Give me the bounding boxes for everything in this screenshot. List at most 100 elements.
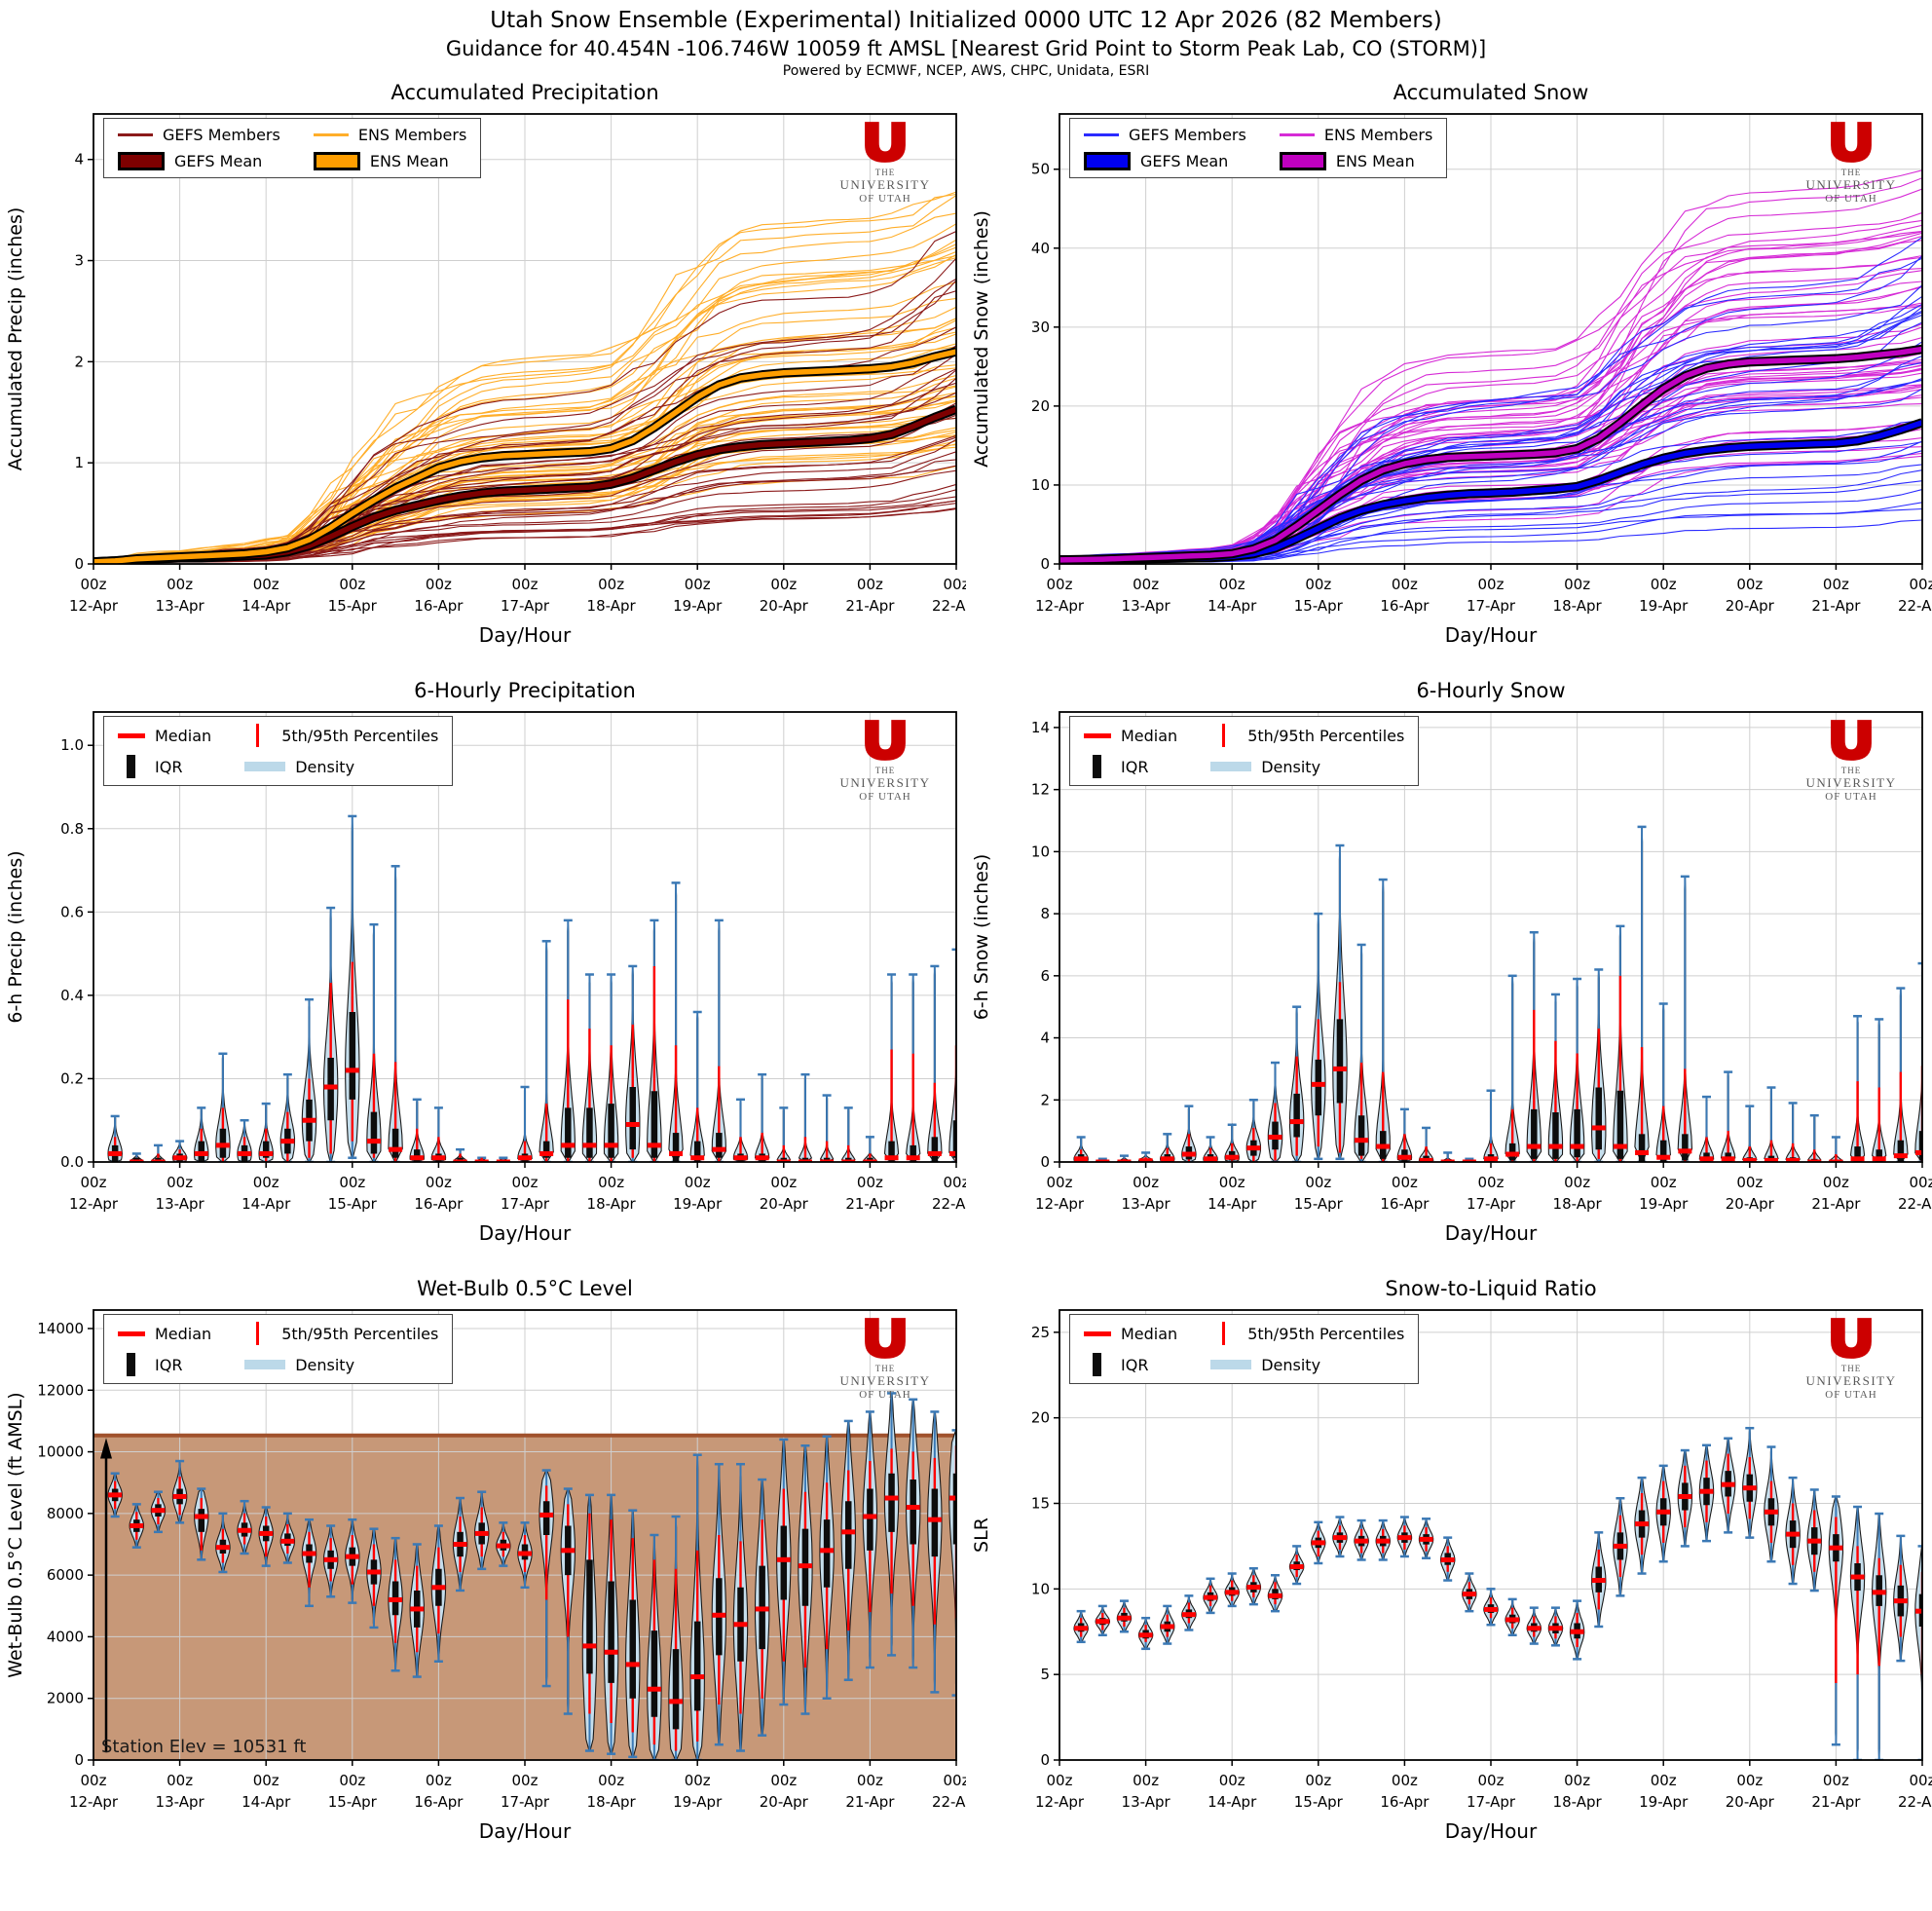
chart-legend: Median 5th/95th Percentiles IQR Density [1069, 1314, 1420, 1384]
x-tick-label-hour: 00z [857, 576, 883, 593]
x-tick-label-hour: 00z [1564, 576, 1590, 593]
x-tick-label-date: 17-Apr [501, 1793, 550, 1811]
legend-item: Median [118, 724, 211, 747]
legend-medianline-swatch-icon [118, 1330, 145, 1336]
y-tick-label: 6 [1040, 967, 1050, 985]
x-tick-label-hour: 00z [944, 576, 966, 593]
x-tick-label-date: 16-Apr [1380, 1195, 1430, 1213]
y-tick-label: 0 [74, 555, 84, 573]
x-tick-label-date: 17-Apr [1467, 1195, 1516, 1213]
x-tick-label-hour: 00z [685, 1772, 711, 1789]
x-tick-label-hour: 00z [1564, 1772, 1590, 1789]
x-tick-label-date: 14-Apr [1208, 1195, 1257, 1213]
legend-item: GEFS Members [1084, 126, 1246, 144]
x-tick-label-date: 13-Apr [156, 1195, 205, 1213]
x-tick-label-date: 14-Apr [242, 1195, 291, 1213]
x-tick-label-date: 18-Apr [587, 1793, 637, 1811]
legend-patch-swatch-icon [118, 152, 165, 170]
legend-item: ENS Members [1279, 126, 1432, 144]
x-tick-label-date: 21-Apr [845, 597, 895, 615]
x-tick-label-date: 19-Apr [1639, 1793, 1689, 1811]
x-tick-label-hour: 00z [1133, 576, 1159, 593]
x-tick-label-date: 18-Apr [1553, 1793, 1603, 1811]
legend-item: GEFS Members [118, 126, 280, 144]
x-tick-label-date: 19-Apr [673, 1793, 723, 1811]
x-tick-label-hour: 00z [1651, 1772, 1677, 1789]
y-tick-label: 6000 [47, 1566, 84, 1584]
ensemble-member-line [93, 507, 956, 564]
legend-label: IQR [155, 1355, 183, 1374]
legend-label: IQR [155, 757, 183, 776]
legend-density-swatch-icon [1210, 1360, 1252, 1369]
x-tick-label-date: 15-Apr [1294, 597, 1344, 615]
x-tick-label-hour: 00z [81, 1772, 107, 1789]
legend-line-swatch-icon [118, 133, 153, 136]
legend-item: 5th/95th Percentiles [244, 1322, 438, 1345]
legend-label: Median [155, 726, 212, 745]
x-tick-label-date: 21-Apr [845, 1793, 895, 1811]
x-tick-label-date: 18-Apr [1553, 1195, 1603, 1213]
x-tick-label-date: 21-Apr [1811, 1793, 1861, 1811]
ensemble-member-line [93, 230, 956, 561]
chart-legend: GEFS Members ENS Members GEFS Mean ENS Mean [103, 118, 482, 178]
x-tick-label-hour: 00z [167, 576, 193, 593]
legend-label: 5th/95th Percentiles [1247, 726, 1405, 745]
panel-6hourly-snow: 6-Hourly Snow 00z 12-Apr 00z 13-Apr 00z 14-Ap… [966, 677, 1932, 1269]
x-tick-label-hour: 00z [598, 1174, 624, 1191]
y-axis-label: Accumulated Precip (inches) [5, 207, 26, 471]
legend-item: ENS Mean [313, 152, 466, 170]
x-tick-label-hour: 00z [1478, 1174, 1505, 1191]
x-tick-label-date: 20-Apr [760, 1195, 809, 1213]
y-tick-label: 0 [1040, 1751, 1050, 1769]
x-tick-label-hour: 00z [1823, 1772, 1849, 1789]
x-tick-label-date: 20-Apr [760, 597, 809, 615]
y-axis-label: SLR [971, 1518, 992, 1553]
x-tick-label-date: 17-Apr [501, 1195, 550, 1213]
legend-label: 5th/95th Percentiles [1247, 1324, 1405, 1343]
utah-u-icon [1831, 1318, 1872, 1359]
chart-title: Snow-to-Liquid Ratio [1385, 1277, 1597, 1300]
accumulated-snow-chart: 00z 12-Apr 00z 13-Apr 00z 14-Apr 00z 15-Apr 00z 1… [971, 113, 1932, 647]
x-tick-label-date: 22-Apr [1898, 597, 1932, 615]
x-tick-label-date: 20-Apr [1726, 1195, 1775, 1213]
powered-by-credit: Powered by ECMWF, NCEP, AWS, CHPC, Unida… [782, 63, 1150, 79]
y-tick-label: 14 [1031, 719, 1050, 736]
x-tick-label-date: 12-Apr [1035, 1793, 1085, 1811]
y-tick-label: 3 [74, 252, 84, 270]
legend-label: Median [1121, 726, 1178, 745]
x-tick-label-date: 20-Apr [1726, 597, 1775, 615]
y-tick-label: 20 [1031, 1409, 1050, 1427]
legend-label: GEFS Members [1129, 126, 1246, 144]
legend-label: Density [295, 1355, 355, 1374]
x-tick-label-date: 12-Apr [69, 597, 119, 615]
x-tick-label-hour: 00z [1736, 576, 1763, 593]
logo-text-the: THE [874, 766, 896, 775]
x-tick-label-hour: 00z [1651, 576, 1677, 593]
x-tick-label-hour: 00z [1823, 576, 1849, 593]
x-tick-label-hour: 00z [512, 1174, 539, 1191]
chart-legend: Median 5th/95th Percentiles IQR Density [103, 1314, 454, 1384]
x-tick-label-date: 21-Apr [1811, 597, 1861, 615]
x-tick-label-hour: 00z [1910, 1174, 1932, 1191]
x-tick-label-hour: 00z [1910, 1772, 1932, 1789]
x-axis-label: Day/Hour [1445, 1819, 1538, 1843]
ensemble-mean-line [1059, 346, 1922, 563]
x-tick-label-hour: 00z [1305, 1174, 1331, 1191]
legend-medianline-swatch-icon [1084, 732, 1111, 738]
x-tick-label-date: 15-Apr [328, 597, 378, 615]
chart-title: Accumulated Snow [1393, 81, 1589, 104]
logo-text-of-utah: OF UTAH [859, 193, 911, 205]
legend-iqr-swatch-icon [1093, 1353, 1101, 1376]
y-tick-label: 1 [74, 454, 84, 471]
x-tick-label-hour: 00z [1736, 1174, 1763, 1191]
y-tick-label: 4000 [47, 1628, 84, 1645]
ensemble-member-line [93, 193, 956, 562]
six-hourly-precipitation-chart: 00z 12-Apr 00z 13-Apr 00z 14-Apr 00z 15-Apr 00z 1… [5, 711, 966, 1245]
y-tick-label: 2 [74, 353, 84, 370]
x-tick-label-hour: 00z [1392, 576, 1418, 593]
legend-vline-swatch-icon [1222, 724, 1226, 747]
legend-label: ENS Members [357, 126, 467, 144]
logo-text-university: UNIVERSITY [839, 775, 931, 790]
legend-item: GEFS Mean [1084, 152, 1246, 170]
x-tick-label-hour: 00z [339, 576, 365, 593]
